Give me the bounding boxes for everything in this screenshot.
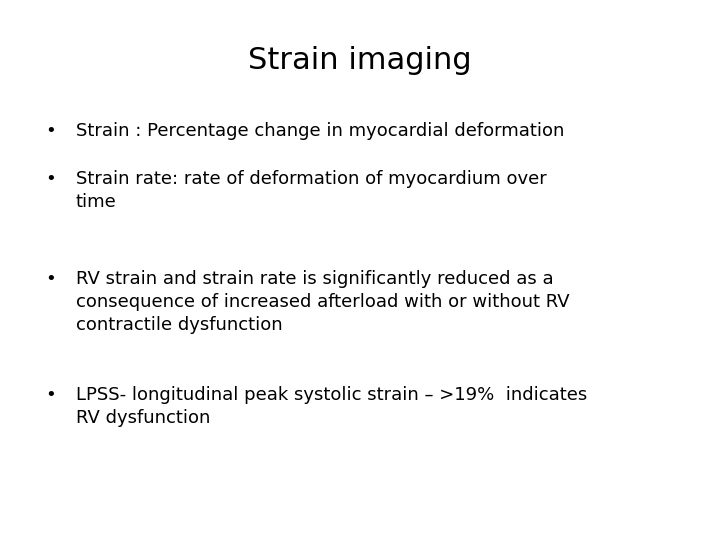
Text: •: • [45, 386, 55, 404]
Text: LPSS- longitudinal peak systolic strain – >19%  indicates
RV dysfunction: LPSS- longitudinal peak systolic strain … [76, 386, 587, 427]
Text: Strain rate: rate of deformation of myocardium over
time: Strain rate: rate of deformation of myoc… [76, 170, 546, 211]
Text: •: • [45, 122, 55, 139]
Text: Strain imaging: Strain imaging [248, 46, 472, 75]
Text: RV strain and strain rate is significantly reduced as a
consequence of increased: RV strain and strain rate is significant… [76, 270, 570, 334]
Text: •: • [45, 270, 55, 288]
Text: Strain : Percentage change in myocardial deformation: Strain : Percentage change in myocardial… [76, 122, 564, 139]
Text: •: • [45, 170, 55, 188]
